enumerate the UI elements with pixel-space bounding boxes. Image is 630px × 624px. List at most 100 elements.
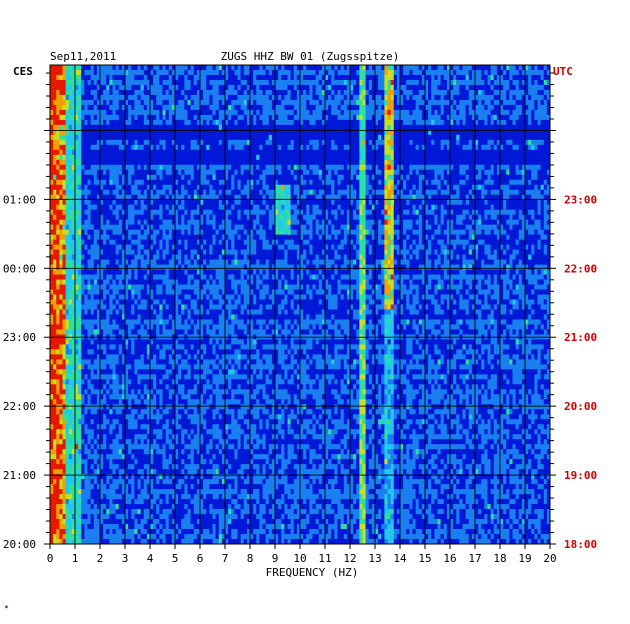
spectrogram-cell — [237, 129, 241, 136]
spectrogram-cell — [209, 65, 213, 71]
spectrogram-cell — [256, 79, 260, 86]
spectrogram-cell — [259, 104, 263, 111]
spectrogram-cell — [303, 89, 307, 96]
spectrogram-cell — [515, 119, 520, 126]
spectrogram-cell — [403, 119, 407, 126]
spectrogram-cell — [546, 179, 551, 186]
spectrogram-cell — [487, 84, 491, 91]
spectrogram-cell — [493, 114, 498, 121]
spectrogram-cell — [353, 209, 357, 215]
spectrogram-cell — [415, 119, 420, 126]
spectrogram-cell — [71, 139, 76, 146]
spectrogram-cell — [171, 159, 176, 166]
spectrogram-cell — [450, 189, 454, 196]
spectrogram-cell — [175, 119, 179, 126]
spectrogram-cell — [96, 79, 101, 86]
spectrogram-cell — [490, 159, 495, 166]
spectrogram-cell — [509, 129, 513, 136]
spectrogram-cell — [321, 149, 326, 156]
spectrogram-cell — [156, 144, 160, 151]
spectrogram-cell — [312, 99, 316, 106]
spectrogram-cell — [196, 69, 201, 76]
spectrogram-cell — [490, 154, 495, 161]
spectrogram-cell — [387, 144, 391, 151]
spectrogram-cell — [81, 164, 85, 171]
spectrogram-cell — [200, 199, 204, 206]
spectrogram-cell — [409, 194, 413, 201]
spectrogram-cell — [75, 74, 79, 81]
spectrogram-cell — [109, 109, 113, 116]
spectrogram-cell — [159, 199, 163, 206]
spectrogram-cell — [440, 104, 445, 111]
spectrogram-cell — [503, 124, 507, 131]
spectrogram-cell — [90, 65, 95, 71]
spectrogram-cell — [246, 124, 251, 131]
spectrogram-cell — [381, 194, 385, 201]
spectrogram-cell — [362, 114, 366, 121]
spectrogram-cell — [546, 169, 551, 176]
spectrogram-cell — [393, 74, 398, 81]
spectrogram-cell — [515, 109, 520, 116]
spectrogram-cell — [206, 74, 210, 81]
spectrogram-cell — [409, 84, 413, 91]
spectrogram-cell — [168, 179, 173, 186]
spectrogram-cell — [171, 79, 176, 86]
spectrogram-cell — [225, 164, 229, 171]
spectrogram-cell — [503, 109, 507, 116]
spectrogram-cell — [459, 209, 463, 215]
spectrogram-cell — [459, 119, 463, 126]
spectrogram-cell — [500, 104, 504, 111]
spectrogram-cell — [481, 214, 485, 220]
spectrogram-cell — [378, 119, 382, 126]
spectrogram-cell — [96, 149, 101, 156]
spectrogram-cell — [362, 119, 366, 126]
spectrogram-cell — [340, 84, 345, 91]
spectrogram-cell — [515, 114, 520, 121]
spectrogram-cell — [243, 184, 248, 191]
spectrogram-cell — [443, 169, 448, 176]
spectrogram-cell — [112, 65, 116, 71]
spectrogram-cell — [537, 124, 541, 131]
spectrogram-cell — [96, 144, 101, 151]
spectrogram-cell — [196, 204, 201, 210]
spectrogram-cell — [528, 124, 532, 131]
spectrogram-cell — [268, 134, 273, 141]
spectrogram-cell — [259, 209, 263, 215]
spectrogram-cell — [334, 204, 338, 210]
spectrogram-cell — [131, 184, 135, 191]
spectrogram-cell — [356, 209, 360, 215]
spectrogram-cell — [359, 144, 363, 151]
spectrogram-cell — [525, 204, 529, 210]
spectrogram-cell — [321, 99, 326, 106]
spectrogram-cell — [321, 94, 326, 101]
spectrogram-cell — [187, 139, 191, 146]
spectrogram-cell — [318, 179, 323, 186]
spectrogram-cell — [56, 164, 60, 171]
spectrogram-cell — [387, 99, 391, 106]
spectrogram-cell — [187, 124, 191, 131]
spectrogram-cell — [525, 119, 529, 126]
spectrogram-cell — [503, 104, 507, 111]
spectrogram-cell — [62, 79, 66, 86]
spectrogram-cell — [296, 119, 301, 126]
spectrogram-cell — [56, 79, 60, 86]
spectrogram-cell — [143, 179, 148, 186]
spectrogram-cell — [71, 114, 76, 121]
spectrogram-cell — [509, 209, 513, 215]
spectrogram-cell — [328, 209, 332, 215]
spectrogram-cell — [146, 169, 151, 176]
spectrogram-cell — [206, 169, 210, 176]
spectrogram-cell — [400, 204, 404, 210]
spectrogram-cell — [90, 154, 95, 161]
spectrogram-cell — [187, 169, 191, 176]
spectrogram-cell — [375, 154, 379, 161]
spectrogram-cell — [534, 65, 538, 71]
spectrogram-cell — [403, 164, 407, 171]
spectrogram-cell — [90, 164, 95, 171]
spectrogram-cell — [350, 109, 354, 116]
spectrogram-cell — [337, 159, 341, 166]
spectrogram-cell — [190, 134, 195, 141]
spectrogram-cell — [175, 65, 179, 71]
spectrogram-cell — [256, 169, 260, 176]
spectrogram-cell — [525, 179, 529, 186]
